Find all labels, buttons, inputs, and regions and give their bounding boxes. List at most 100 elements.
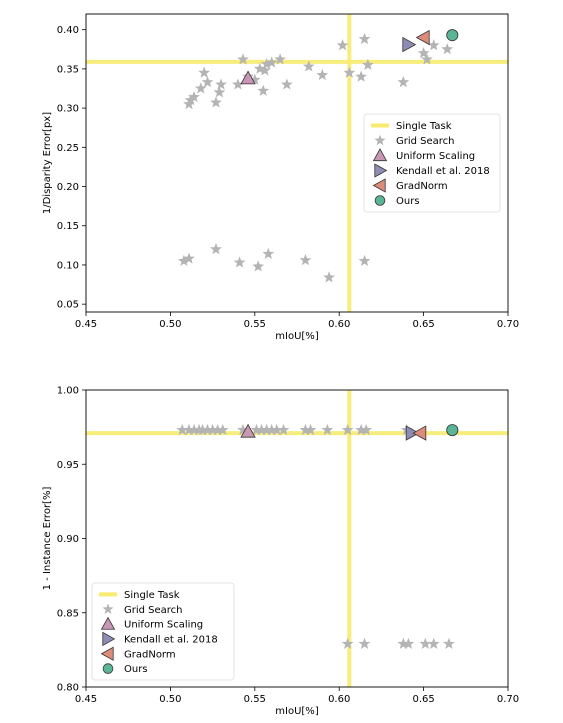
grid-search-point [213, 86, 226, 98]
grid-search-point [419, 637, 432, 649]
instance-scatter-chart: 0.45 0.50 0.55 0.60 0.65 0.70 0.80 0.85 0.90 0.95… [42, 386, 519, 718]
grid-search-point [358, 32, 371, 45]
grid-search-point [183, 252, 195, 264]
legend-label-single-task: Single Task [396, 121, 452, 132]
legend-marker-uniform-scaling [100, 616, 116, 630]
grid-search-point [421, 53, 433, 65]
grid-search-point [358, 637, 371, 649]
grid-search-point [260, 57, 273, 70]
grid-search-point [262, 247, 275, 259]
grid-search-point [178, 254, 190, 267]
grid-search-point [336, 39, 349, 51]
grid-search-point [196, 423, 209, 436]
legend-marker-ours [374, 195, 386, 206]
grid-search-point [323, 271, 335, 283]
kendall-et-al-2018-point [402, 36, 417, 53]
y-tick-label: 0.35 [57, 64, 79, 75]
legend-label-kendall-et-al-2018: Kendall et al. 2018 [124, 634, 218, 645]
grid-search-point [250, 423, 263, 436]
grid-search-point [206, 423, 219, 436]
grid-search-point [355, 423, 368, 436]
grid-search-point [299, 423, 312, 436]
legend-marker-grid-search [374, 134, 386, 146]
grid-search-point [443, 637, 455, 649]
grid-search-point [184, 94, 197, 106]
uniform-scaling-point [240, 70, 256, 85]
legend-marker-uniform-scaling [372, 148, 388, 162]
grid-search-point [316, 68, 329, 81]
grid-search-point [280, 78, 293, 90]
grid-search-point [198, 66, 211, 78]
grid-search-point [253, 62, 266, 74]
grid-search-point [265, 423, 278, 436]
grid-search-point [183, 423, 195, 436]
x-tick-label: 0.50 [159, 694, 181, 705]
y-axis-label: 1 - Instance Error[%] [42, 487, 53, 591]
x-tick-label: 0.70 [497, 319, 519, 330]
disparity-scatter-chart: 0.45 0.50 0.55 0.60 0.65 0.70 0.05 0.10 0.15 0.20… [42, 13, 519, 342]
legend-marker-ours [102, 663, 114, 674]
y-tick-label: 0.10 [57, 260, 79, 271]
grid-search-point [215, 78, 227, 90]
legend-label-ours: Ours [124, 664, 148, 675]
legend-label-uniform-scaling: Uniform Scaling [124, 620, 203, 631]
grid-search-point [255, 423, 268, 436]
grid-search-point [402, 637, 415, 649]
grid-search-point [304, 423, 317, 436]
legend-label-single-task: Single Task [124, 590, 180, 601]
grid-search-point [252, 260, 265, 272]
y-tick-label: 0.05 [57, 300, 79, 311]
grid-search-point [358, 254, 371, 267]
legend-label-gradnorm: GradNorm [396, 181, 448, 192]
grid-search-point [302, 60, 315, 72]
grid-search-point [277, 423, 290, 436]
gradnorm-point [412, 425, 427, 441]
y-tick-label: 0.85 [57, 608, 79, 619]
legend-label-kendall-et-al-2018: Kendall et al. 2018 [396, 166, 490, 177]
x-tick-label: 0.50 [159, 319, 181, 330]
grid-search-point [360, 423, 373, 436]
legend-marker-kendall-et-al-2018 [102, 631, 116, 647]
grid-search-point [341, 423, 354, 436]
x-tick-label: 0.55 [244, 319, 266, 330]
y-tick-label: 0.20 [57, 182, 79, 193]
x-tick-label: 0.60 [328, 694, 350, 705]
grid-search-point [355, 70, 368, 82]
x-tick-label: 0.60 [328, 319, 350, 330]
grid-search-point [441, 43, 454, 55]
grid-search-point [210, 96, 222, 108]
legend-label-gradnorm: GradNorm [124, 649, 176, 660]
grid-search-point [216, 423, 229, 436]
grid-search-point [188, 90, 200, 103]
grid-search-point [248, 73, 261, 85]
legend: Single Task Grid Search Uniform Scaling Ken… [91, 582, 235, 681]
grid-search-point [257, 84, 270, 96]
grid-search-point [299, 254, 312, 266]
grid-search-point [343, 66, 356, 78]
y-axis-label: 1/Disparity Error[px] [42, 112, 53, 214]
grid-search-point [194, 82, 207, 94]
grid-search-point [274, 53, 287, 65]
grid-search-point [211, 423, 224, 436]
y-tick-label: 0.40 [57, 25, 79, 36]
x-tick-label: 0.70 [497, 694, 519, 705]
gradnorm-point [415, 29, 430, 46]
legend-label-grid-search: Grid Search [396, 136, 455, 147]
x-tick-label: 0.45 [75, 319, 97, 330]
y-tick-label: 0.90 [57, 534, 79, 545]
grid-search-point [341, 637, 354, 649]
grid-search-point [188, 423, 200, 436]
legend-marker-gradnorm [100, 646, 114, 661]
y-tick-label: 0.80 [57, 683, 79, 694]
grid-search-point [397, 76, 410, 88]
uniform-scaling-point [240, 423, 256, 438]
grid-search-point [233, 256, 246, 268]
x-tick-label: 0.65 [412, 694, 434, 705]
grid-search-point [259, 64, 271, 76]
y-tick-label: 0.25 [57, 143, 79, 154]
x-axis-label: mIoU[%] [275, 331, 319, 342]
y-tick-label: 0.15 [57, 221, 79, 232]
x-tick-label: 0.65 [412, 319, 434, 330]
grid-search-point [270, 423, 283, 436]
